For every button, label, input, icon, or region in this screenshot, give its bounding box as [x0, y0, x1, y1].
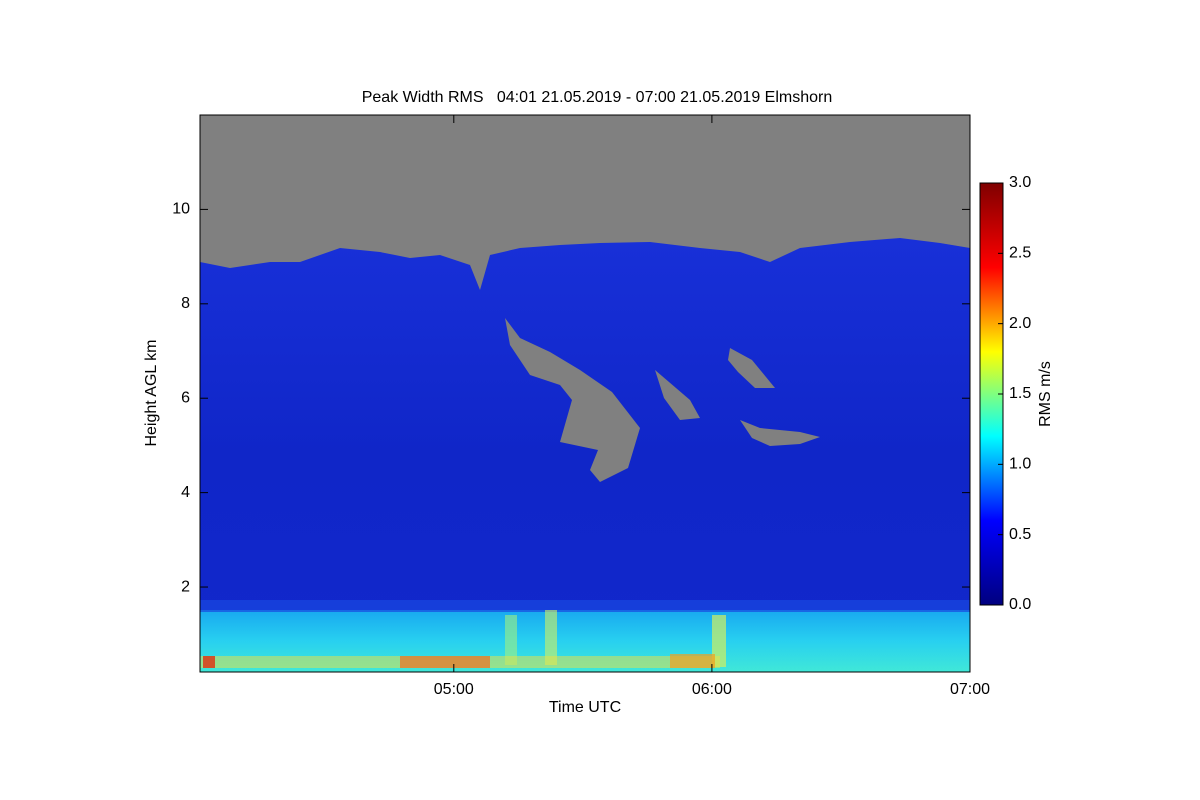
colorbar-tick-label: 3.0 [1009, 174, 1031, 191]
colorbar-tick-label: 2.5 [1009, 245, 1031, 262]
colorbar-tick-label: 2.0 [1009, 315, 1031, 332]
heatmap-field [200, 115, 970, 672]
y-axis-label: Height AGL km [143, 339, 160, 446]
colorbar-tick-label: 0.0 [1009, 596, 1031, 613]
colorbar-tick-label: 0.5 [1009, 526, 1031, 543]
x-tick-label: 07:00 [950, 681, 990, 698]
plot-frame [199, 114, 971, 673]
y-tick-label: 8 [181, 295, 190, 312]
x-axis-label: Time UTC [549, 699, 621, 716]
y-tick-label: 10 [172, 201, 190, 218]
y-tick-label: 6 [181, 389, 190, 406]
chart-title: Peak Width RMS 04:01 21.05.2019 - 07:00 … [362, 89, 833, 106]
colorbar-label: RMS m/s [1037, 361, 1054, 427]
x-tick-label: 05:00 [434, 681, 474, 698]
colorbar-tick-label: 1.5 [1009, 385, 1031, 402]
y-tick-label: 4 [181, 484, 190, 501]
colorbar-tick-label: 1.0 [1009, 456, 1031, 473]
y-tick-label: 2 [181, 578, 190, 595]
x-tick-label: 06:00 [692, 681, 732, 698]
